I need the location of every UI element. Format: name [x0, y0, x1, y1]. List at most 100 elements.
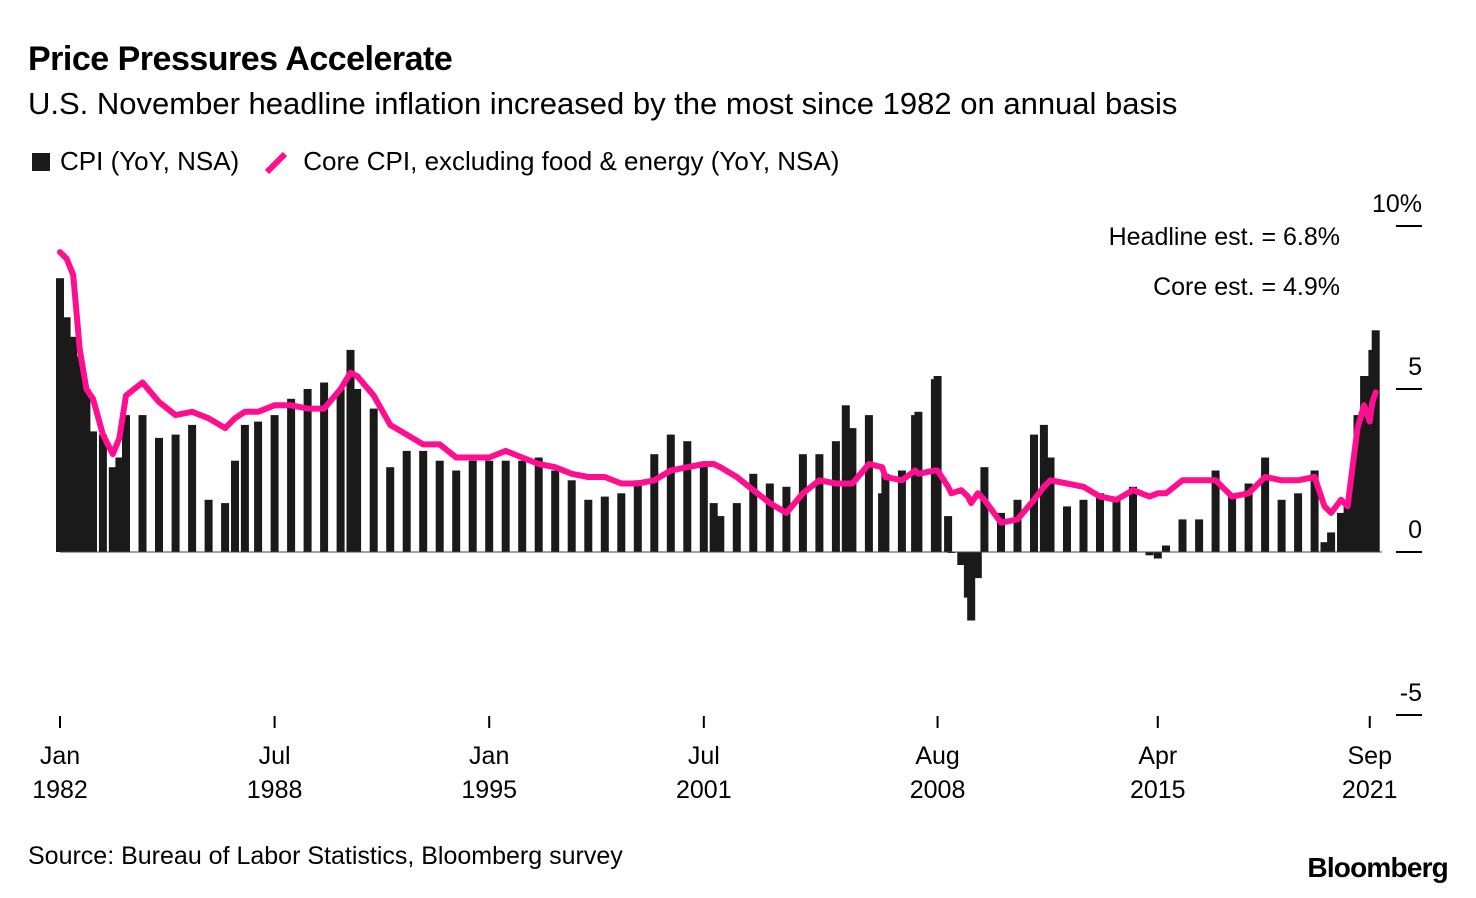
x-tick-year: 1982 — [32, 776, 88, 804]
cpi-bar — [1145, 552, 1154, 556]
cpi-bar — [567, 480, 576, 552]
cpi-bar — [709, 503, 718, 552]
x-tick-month: Jan — [469, 742, 509, 770]
cpi-bar — [1320, 542, 1329, 552]
cpi-bar — [666, 434, 675, 552]
cpi-bar — [108, 467, 117, 552]
cpi-bar — [997, 512, 1005, 552]
cpi-bar — [600, 496, 609, 552]
bloomberg-logo: Bloomberg — [1307, 852, 1448, 883]
cpi-bar — [122, 415, 130, 552]
cpi-bar — [551, 470, 560, 552]
cpi-bar — [1063, 506, 1071, 552]
cpi-bar — [864, 415, 873, 552]
core-cpi-line — [57, 249, 1379, 526]
x-tick-month: Jul — [259, 742, 291, 770]
y-axis: 10% 5 0 -5 — [1372, 190, 1422, 716]
cpi-bar — [973, 552, 982, 579]
cpi-bar — [699, 464, 708, 552]
cpi-bar — [1261, 457, 1270, 552]
cpi-bar — [231, 460, 239, 552]
x-tick-year: 1995 — [461, 776, 517, 804]
y-tick-label: 0 — [1408, 516, 1422, 544]
cpi-bar — [1195, 519, 1204, 552]
cpi-bar — [254, 421, 263, 552]
core-estimate: Core est. = 4.9% — [1153, 273, 1340, 301]
cpi-bar — [419, 450, 428, 552]
cpi-bar — [1310, 470, 1319, 552]
cpi-bar — [501, 460, 510, 552]
legend: CPI (YoY, NSA) Core CPI, excluding food … — [32, 146, 839, 177]
x-tick-year: 2015 — [1130, 776, 1186, 804]
cpi-bar — [468, 460, 477, 552]
cpi-bar — [716, 516, 725, 552]
cpi-bar — [881, 473, 890, 552]
x-tick-year: 2021 — [1342, 776, 1398, 804]
cpi-bar — [534, 457, 543, 552]
cpi-bar — [1153, 552, 1162, 559]
y-tick-label: -5 — [1400, 679, 1422, 707]
cpi-bar — [1079, 499, 1088, 552]
cpi-bar — [98, 434, 107, 552]
cpi-bar — [204, 499, 213, 552]
cpi-bar — [1244, 483, 1253, 552]
cpi-bar — [89, 431, 97, 552]
cpi-bar — [584, 499, 593, 552]
x-tick-year: 1988 — [247, 776, 303, 804]
legend-core-swatch — [263, 148, 291, 176]
cpi-bar — [171, 434, 180, 552]
cpi-bar — [303, 389, 312, 552]
cpi-bar — [346, 349, 355, 552]
cpi-bars — [56, 278, 1382, 621]
cpi-bar — [155, 437, 163, 552]
cpi-bar — [765, 483, 774, 552]
cpi-bar — [683, 441, 692, 552]
cpi-bar — [138, 415, 147, 552]
cpi-bar — [980, 467, 989, 552]
x-tick-month: Sep — [1348, 742, 1392, 770]
y-tick-label: 5 — [1408, 353, 1422, 381]
cpi-bar — [75, 356, 84, 552]
cpi-bar — [1178, 519, 1187, 552]
cpi-bar — [1353, 415, 1362, 552]
cpi-bar — [957, 552, 966, 565]
x-tick-month: Apr — [1138, 742, 1177, 770]
cpi-bar — [798, 454, 807, 552]
cpi-bar — [402, 450, 411, 552]
x-tick-month: Aug — [915, 742, 959, 770]
cpi-bar — [1327, 532, 1336, 552]
cpi-bar — [518, 460, 527, 552]
cpi-bar — [967, 552, 976, 621]
cpi-bar — [749, 473, 758, 552]
cpi-bar — [650, 454, 659, 552]
cpi-bar — [115, 457, 124, 552]
chart-title: Price Pressures Accelerate — [28, 40, 453, 78]
cpi-bar — [633, 480, 642, 552]
cpi-bar — [1013, 499, 1022, 552]
cpi-bar — [933, 376, 942, 552]
cpi-bar — [62, 317, 71, 552]
cpi-bar — [782, 486, 791, 552]
cpi-bar — [1277, 499, 1286, 552]
cpi-bar — [56, 278, 64, 552]
cpi-bar — [897, 470, 906, 552]
cpi-bar — [287, 398, 296, 552]
x-tick-month: Jan — [40, 742, 80, 770]
legend-core-label: Core CPI, excluding food & energy (YoY, … — [303, 146, 840, 176]
cpi-bar — [369, 408, 378, 552]
chart-subtitle: U.S. November headline inflation increas… — [28, 86, 1178, 121]
legend-cpi-label: CPI (YoY, NSA) — [60, 146, 240, 176]
cpi-bar — [1162, 545, 1170, 552]
cpi-bar — [617, 493, 626, 552]
cpi-bar — [1294, 493, 1303, 552]
cpi-bar — [944, 516, 953, 552]
cpi-bar — [1371, 330, 1380, 552]
y-tick-label: 10% — [1372, 190, 1422, 218]
cpi-bar — [1228, 496, 1237, 552]
cpi-bar — [69, 336, 78, 552]
cpi-bar — [1112, 499, 1121, 552]
cpi-bar — [1360, 376, 1369, 552]
cpi-bar — [386, 467, 395, 552]
cpi-bar — [221, 503, 230, 552]
cpi-bar — [1343, 506, 1352, 552]
